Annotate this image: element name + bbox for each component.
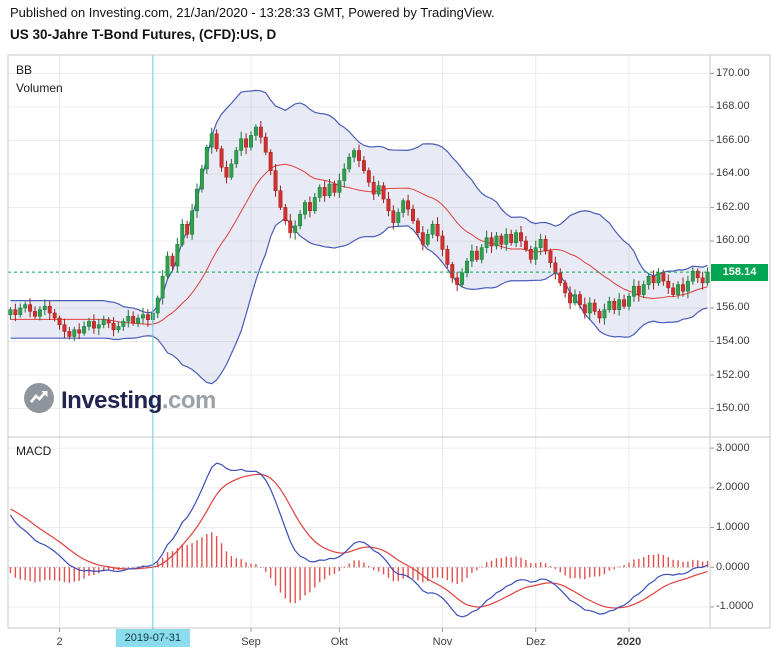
indicator-label-bb: BB <box>16 63 33 77</box>
chart-title: US 30-Jahre T-Bond Futures, (CFD):US, D <box>10 27 277 42</box>
investing-logo-suffix: .com <box>161 386 217 414</box>
investing-logo-icon <box>24 383 54 418</box>
macd-histogram <box>9 532 709 604</box>
time-ticks <box>59 628 630 632</box>
macd-lines <box>9 462 708 618</box>
indicator-label-volume: Volumen <box>16 81 63 95</box>
price-gridlines <box>8 72 714 410</box>
chart-frame <box>7 54 771 629</box>
macd-gridlines <box>8 447 714 608</box>
candles <box>8 121 710 341</box>
last-price-badge: 158.14 <box>711 263 768 281</box>
published-line: Published on Investing.com, 21/Jan/2020 … <box>10 5 495 20</box>
indicator-label-macd: MACD <box>16 444 52 458</box>
bollinger-bands <box>10 89 708 385</box>
selected-date-badge: 2019-07-31 <box>115 629 190 647</box>
investing-watermark: Investing .com <box>24 383 216 418</box>
investing-logo-brand: Investing <box>61 386 162 414</box>
